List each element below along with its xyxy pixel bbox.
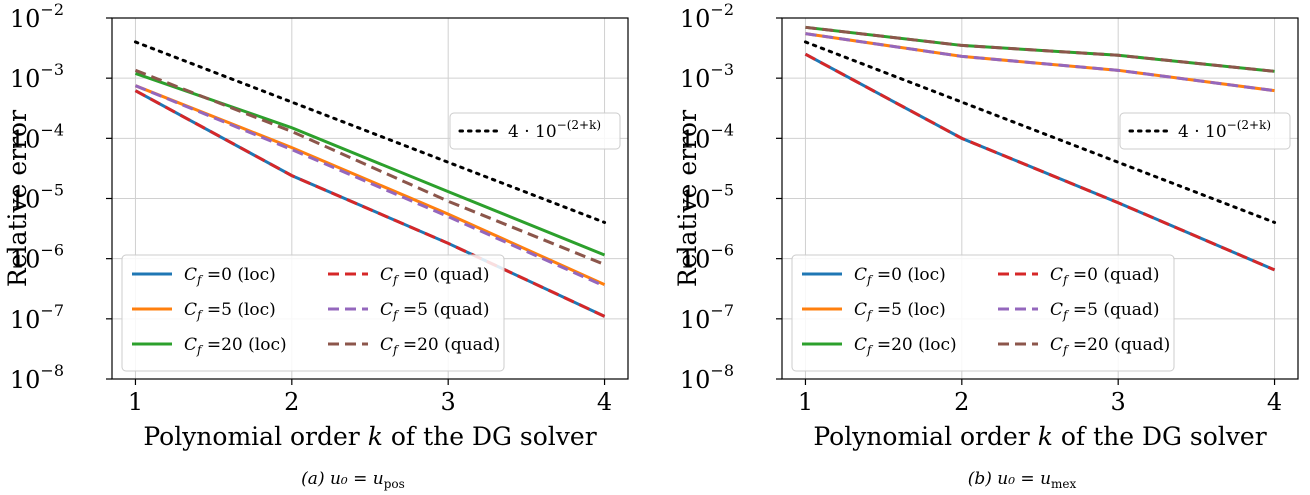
x-tick-label: 4 (1267, 388, 1282, 416)
y-tick-label: 10−6 (10, 241, 64, 274)
legend-label-5: Cf =20 (quad) (380, 335, 500, 357)
y-tick-label: 10−4 (10, 120, 64, 153)
caption: (b) u₀ = umex (968, 469, 1077, 491)
series-line-6 (803, 40, 1277, 224)
legend-label-2: Cf =20 (loc) (184, 335, 287, 357)
y-tick-label: 10−7 (10, 301, 64, 334)
legend-label-1: Cf =5 (loc) (184, 300, 276, 322)
y-tick-label: 10−6 (680, 241, 734, 274)
legend-label-4: Cf =5 (quad) (380, 300, 489, 322)
y-tick-label: 10−2 (10, 0, 64, 33)
series-line-3 (134, 89, 606, 318)
y-axis-label: Relative error (673, 110, 702, 287)
x-tick-label: 3 (1111, 388, 1126, 416)
series-line-5 (134, 68, 606, 266)
x-tick-label: 1 (798, 388, 813, 416)
y-tick-label: 10−5 (10, 181, 64, 214)
y-axis-label: Relative error (3, 110, 32, 287)
x-tick-label: 3 (441, 388, 456, 416)
x-tick-label: 2 (284, 388, 299, 416)
legend-label-ref: 4 · 10−(2+k) (1178, 118, 1271, 142)
y-tick-label: 10−5 (680, 181, 734, 214)
chart-a: 1 2 3 4 10−8 10−7 10−6 10−5 10−4 10−3 10−2 Polynomi… (3, 0, 629, 491)
caption: (a) u₀ = upos (301, 469, 405, 491)
legend-main (791, 254, 1175, 372)
legend-label-5: Cf =20 (quad) (1050, 335, 1170, 357)
y-tick-label: 10−8 (680, 361, 734, 394)
series-line-2 (134, 71, 606, 257)
series-line-6 (133, 40, 607, 224)
legend-label-3: Cf =0 (quad) (380, 265, 489, 287)
y-tick-label: 10−3 (10, 60, 64, 93)
x-tick-label: 4 (597, 388, 612, 416)
series-line-5 (805, 25, 1275, 73)
series-line-3 (804, 52, 1276, 272)
legend-label-0: Cf =0 (loc) (184, 265, 276, 287)
legend-main (121, 254, 505, 372)
legend-label-0: Cf =0 (loc) (854, 265, 946, 287)
legend-ref (1119, 112, 1291, 150)
legend-label-3: Cf =0 (quad) (1050, 265, 1159, 287)
series-line-0 (804, 52, 1276, 272)
legend-label-4: Cf =5 (quad) (1050, 300, 1159, 322)
y-tick-label: 10−7 (680, 301, 734, 334)
chart-b: 1 2 3 4 10−8 10−7 10−6 10−5 10−4 10−3 10−2 Polynomi… (673, 0, 1299, 491)
legend-ref (449, 112, 621, 150)
y-tick-label: 10−8 (10, 361, 64, 394)
y-tick-label: 10−3 (680, 60, 734, 93)
legend-label-1: Cf =5 (loc) (854, 300, 946, 322)
y-tick-label: 10−2 (680, 0, 734, 33)
x-tick-label: 2 (954, 388, 969, 416)
y-tick-label: 10−4 (680, 120, 734, 153)
series-line-4 (805, 32, 1275, 93)
series-line-1 (134, 84, 606, 287)
x-axis-label: Polynomial order k of the DG solver (813, 422, 1266, 451)
legend-label-2: Cf =20 (loc) (854, 335, 957, 357)
x-tick-label: 1 (128, 388, 143, 416)
legend-label-ref: 4 · 10−(2+k) (508, 118, 601, 142)
x-axis-label: Polynomial order k of the DG solver (143, 422, 596, 451)
